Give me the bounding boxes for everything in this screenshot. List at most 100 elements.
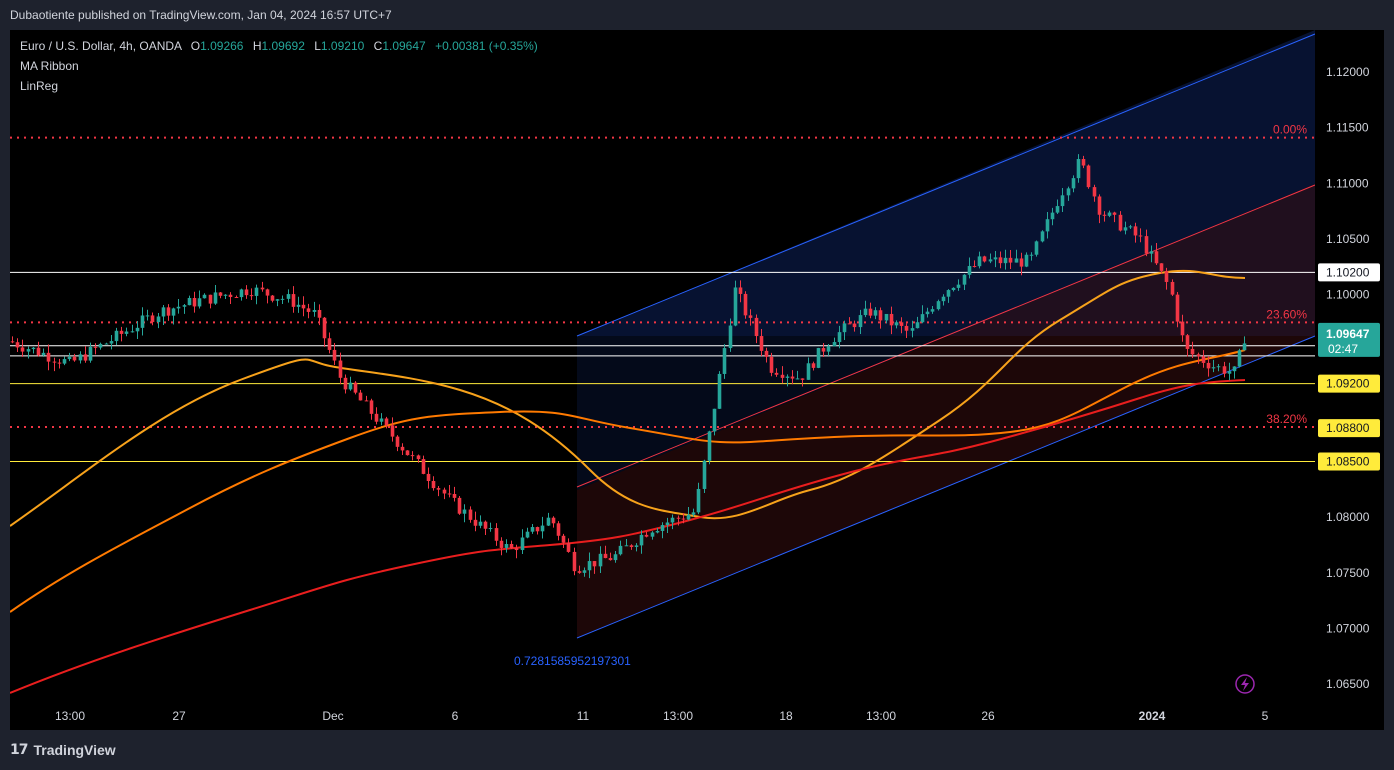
candle-body[interactable] [904,325,909,331]
candle-body[interactable] [686,514,691,520]
candle-body[interactable] [582,570,587,573]
price-chart-canvas[interactable]: 0.00% 23.60% 38.20% 0.7281585952197301 1.120… [10,30,1384,730]
candle-body[interactable] [52,361,57,363]
candle-body[interactable] [130,331,135,333]
candle-body[interactable] [936,301,941,310]
candle-body[interactable] [119,330,124,334]
flash-icon[interactable] [1235,674,1255,694]
candle-body[interactable] [520,537,525,551]
candle-body[interactable] [197,298,202,307]
candle-body[interactable] [447,493,452,495]
candle-body[interactable] [618,545,623,555]
candle-body[interactable] [36,347,41,356]
candle-body[interactable] [759,336,764,351]
candle-body[interactable] [239,289,244,298]
candle-body[interactable] [894,322,899,326]
candle-body[interactable] [1118,214,1123,231]
tradingview-brand[interactable]: 17 TradingView [10,738,116,762]
candle-body[interactable] [145,315,150,317]
candle-body[interactable] [644,534,649,537]
candle-body[interactable] [889,313,894,326]
candle-body[interactable] [525,531,530,538]
candle-body[interactable] [748,315,753,318]
candle-body[interactable] [416,455,421,460]
candle-body[interactable] [598,553,603,567]
candle-body[interactable] [852,323,857,328]
candle-body[interactable] [150,315,155,323]
price-level-tag[interactable] [1318,419,1380,438]
candle-body[interactable] [228,294,233,297]
candle-body[interactable] [613,554,618,561]
candle-body[interactable] [20,347,25,352]
candle-body[interactable] [691,512,696,515]
candle-body[interactable] [442,489,447,494]
candle-body[interactable] [754,317,759,337]
candle-body[interactable] [1097,196,1102,215]
candle-body[interactable] [811,363,816,368]
candle-body[interactable] [83,354,88,361]
candle-body[interactable] [1128,226,1133,228]
candle-body[interactable] [655,530,660,533]
candle-body[interactable] [1107,212,1112,216]
candle-body[interactable] [546,517,551,526]
candle-body[interactable] [592,561,597,567]
candle-body[interactable] [280,298,285,300]
candle-body[interactable] [1180,321,1185,336]
candle-body[interactable] [462,509,467,514]
candle-body[interactable] [457,497,462,514]
candle-body[interactable] [93,346,98,348]
candle-body[interactable] [806,363,811,380]
candle-body[interactable] [1055,206,1060,213]
candle-body[interactable] [712,408,717,432]
candle-body[interactable] [249,295,254,297]
candle-body[interactable] [358,392,363,401]
candle-body[interactable] [410,455,415,457]
candle-body[interactable] [993,257,998,260]
candle-body[interactable] [733,287,738,326]
candle-body[interactable] [837,332,842,343]
candle-body[interactable] [109,341,114,344]
candle-body[interactable] [1211,367,1216,369]
candle-body[interactable] [951,287,956,291]
candle-body[interactable] [244,289,249,296]
candle-body[interactable] [468,509,473,520]
candle-body[interactable] [213,292,218,304]
candle-body[interactable] [764,350,769,357]
candle-body[interactable] [156,316,161,323]
candle-body[interactable] [1014,258,1019,263]
candle-body[interactable] [930,309,935,312]
candle-body[interactable] [88,346,93,361]
candle-body[interactable] [566,542,571,552]
candle-body[interactable] [774,372,779,375]
candle-body[interactable] [192,297,197,307]
candle-body[interactable] [1149,251,1154,254]
candle-body[interactable] [67,356,72,360]
candle-body[interactable] [1154,251,1159,264]
candle-body[interactable] [603,553,608,559]
candle-body[interactable] [696,488,701,513]
candle-body[interactable] [301,304,306,309]
candle-body[interactable] [182,305,187,307]
candle-body[interactable] [135,327,140,332]
candle-body[interactable] [1185,335,1190,349]
candle-body[interactable] [873,310,878,316]
candle-body[interactable] [364,400,369,402]
candle-body[interactable] [1144,236,1149,254]
candle-body[interactable] [1112,212,1117,215]
candle-body[interactable] [348,382,353,390]
candle-body[interactable] [488,528,493,530]
candle-body[interactable] [291,294,296,307]
candle-body[interactable] [863,308,868,316]
candle-body[interactable] [1029,254,1034,256]
candle-body[interactable] [608,558,613,561]
candle-body[interactable] [265,289,270,296]
candle-body[interactable] [1008,257,1013,263]
candle-body[interactable] [343,377,348,390]
candle-body[interactable] [338,360,343,378]
candle-body[interactable] [795,378,800,380]
candle-body[interactable] [176,306,181,309]
candle-body[interactable] [1102,214,1107,216]
candle-body[interactable] [702,460,707,489]
candle-body[interactable] [728,325,733,349]
candle-body[interactable] [312,309,317,312]
